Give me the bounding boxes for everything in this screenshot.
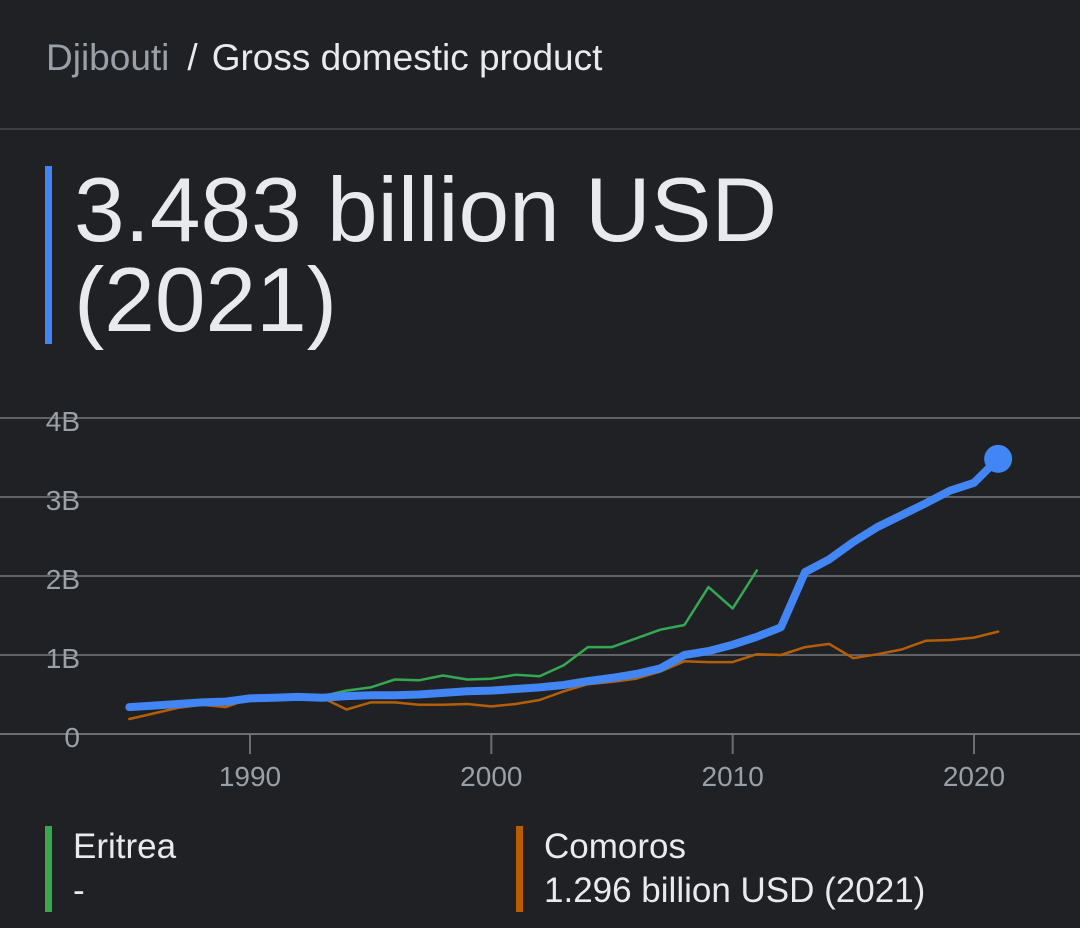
- breadcrumb: Djibouti / Gross domestic product: [46, 36, 602, 80]
- legend-item-eritrea[interactable]: Eritrea -: [45, 826, 465, 912]
- headline-value: 3.483 billion USD (2021): [74, 160, 778, 351]
- headline-accent-bar: [45, 166, 52, 344]
- series-endpoint-djibouti: [984, 444, 1013, 473]
- breadcrumb-current: Gross domestic product: [211, 37, 603, 78]
- chart-svg: 0 1B 2B 3B 4B 1990 2000 2010 2020: [0, 406, 1080, 792]
- series-line-eritrea: [297, 569, 759, 698]
- header-divider: [0, 128, 1080, 130]
- y-tick-label-2B: 2B: [46, 564, 80, 595]
- y-tick-label-3B: 3B: [46, 485, 80, 516]
- x-tick-label-1990: 1990: [219, 761, 281, 792]
- x-tick-label-2020: 2020: [943, 761, 1005, 792]
- legend-value-comoros: 1.296 billion USD (2021): [544, 871, 926, 910]
- series-line-comoros: [128, 630, 1000, 721]
- series-line-djibouti: [125, 454, 1003, 712]
- legend-color-eritrea: [45, 826, 52, 912]
- legend-color-comoros: [516, 826, 523, 912]
- x-tick-label-2010: 2010: [702, 761, 764, 792]
- gdp-chart[interactable]: 0 1B 2B 3B 4B 1990 2000 2010 2020: [0, 400, 1080, 810]
- legend-item-comoros[interactable]: Comoros 1.296 billion USD (2021): [516, 826, 1036, 912]
- x-tick-label-2000: 2000: [460, 761, 522, 792]
- y-tick-label-4B: 4B: [46, 406, 80, 437]
- legend-value-eritrea: -: [73, 871, 85, 910]
- legend-name-eritrea: Eritrea: [73, 827, 177, 866]
- y-tick-label-0: 0: [64, 722, 80, 753]
- legend-name-comoros: Comoros: [544, 827, 686, 866]
- breadcrumb-separator: /: [187, 37, 198, 78]
- breadcrumb-parent-link[interactable]: Djibouti: [46, 37, 170, 78]
- y-tick-label-1B: 1B: [46, 643, 80, 674]
